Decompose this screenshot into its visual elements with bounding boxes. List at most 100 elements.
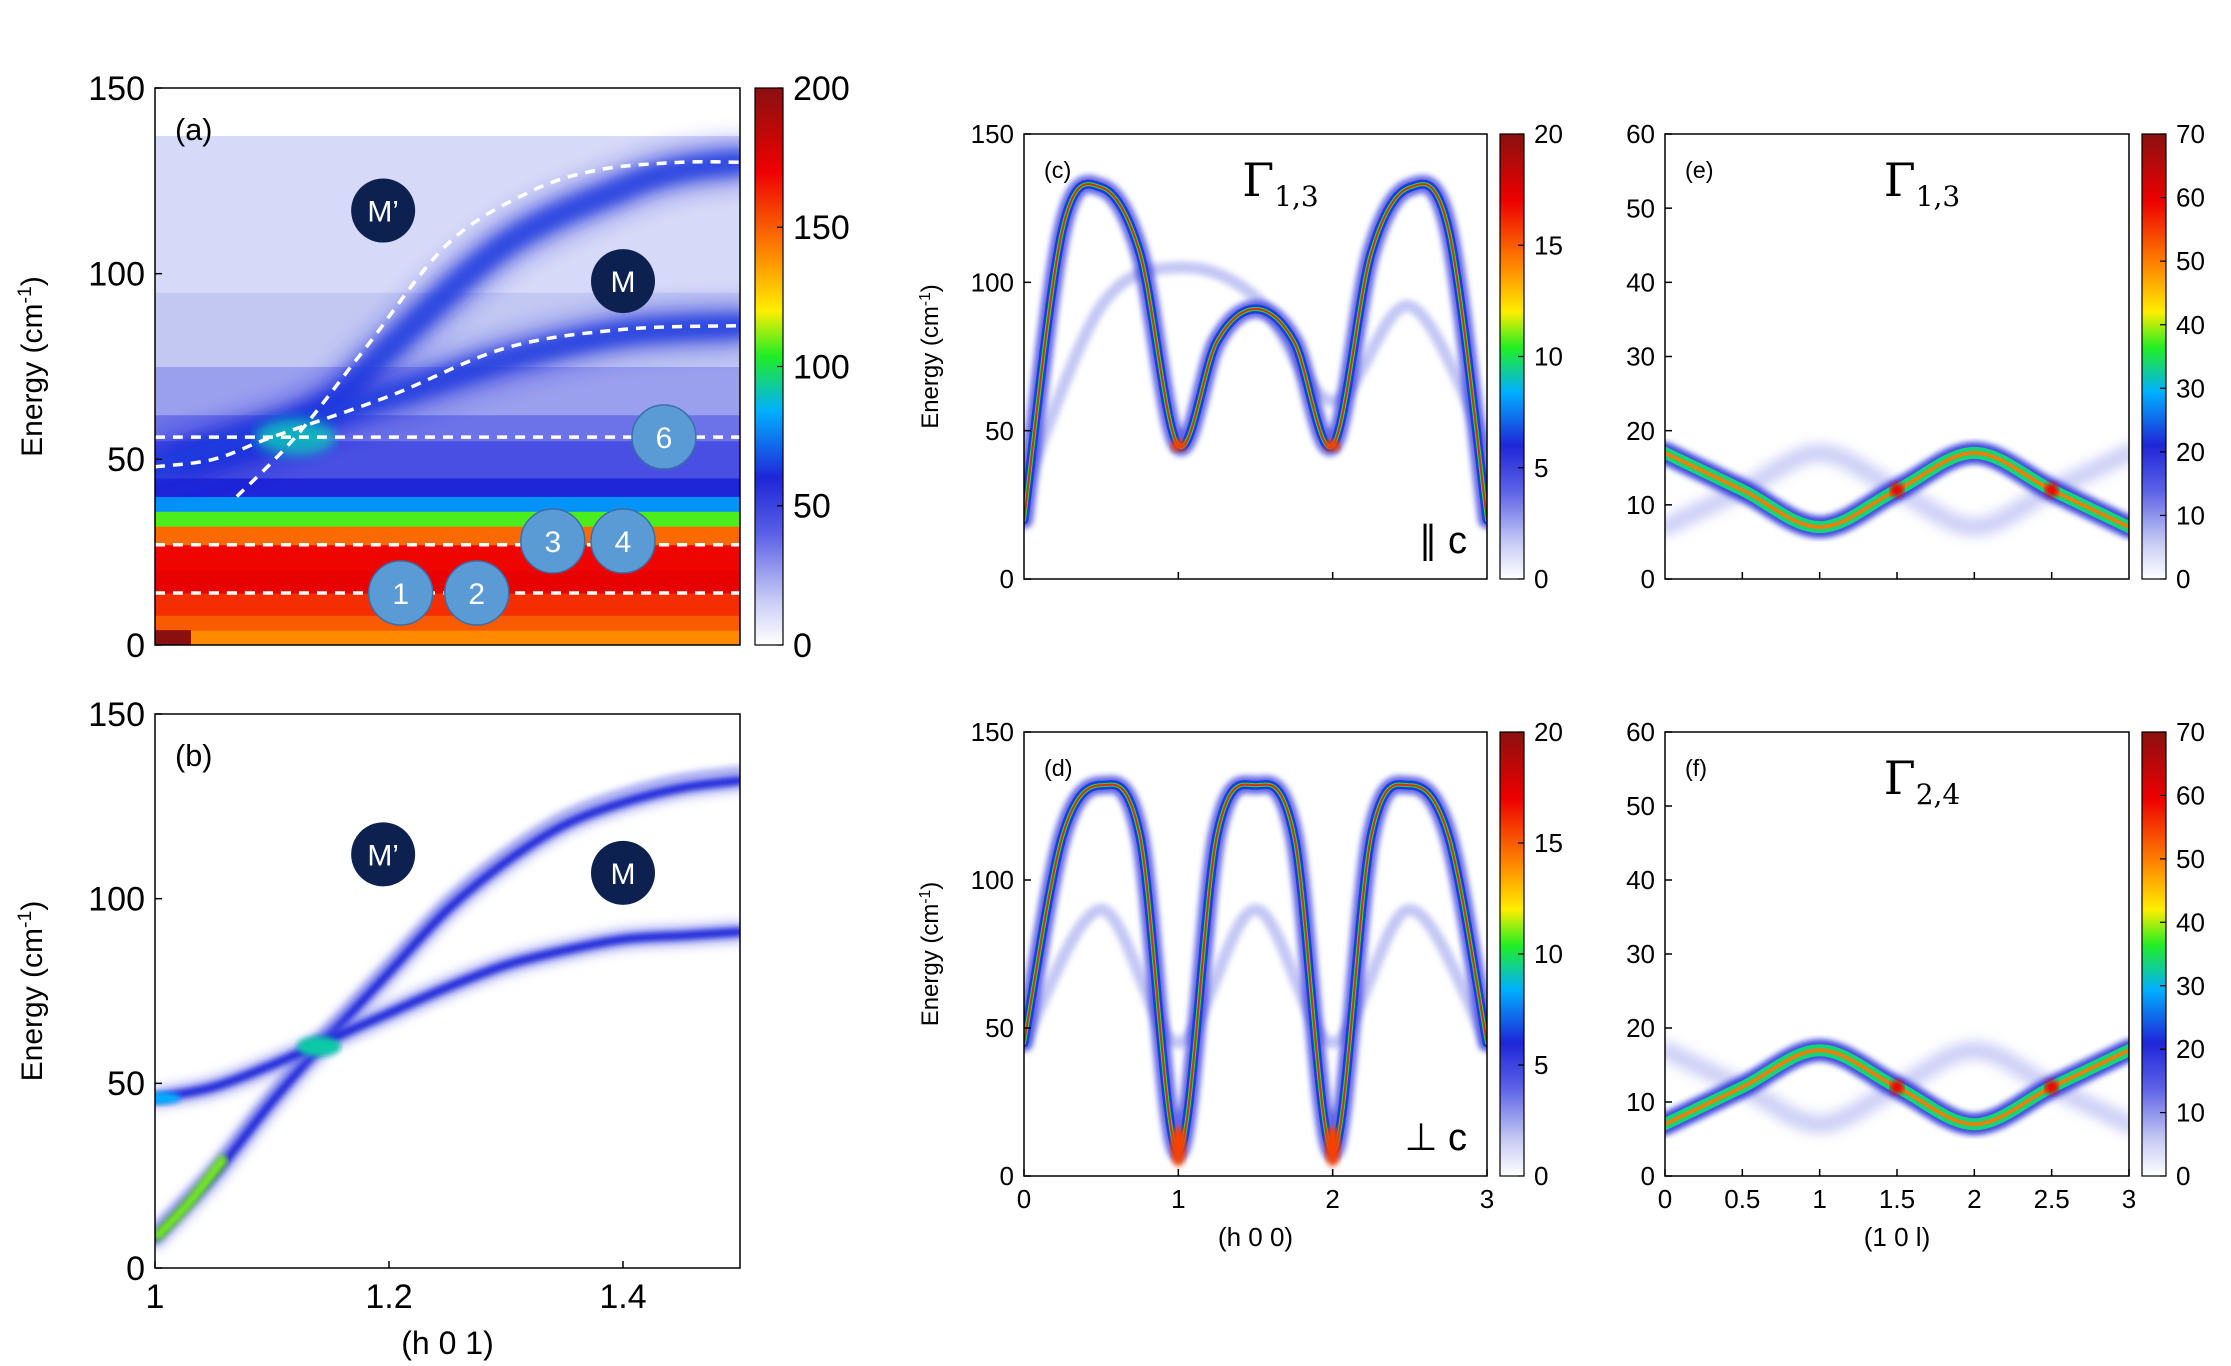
colorbar-tick-label: 70: [2176, 717, 2205, 747]
panel-c-frame: 0 50 100 150 (c) Energy (cm-1) Γ1,3 ∥ c 0 5 10 15 20: [917, 119, 1563, 594]
band-upper-layer: [155, 776, 740, 1243]
y-tick-label: 50: [107, 441, 145, 479]
marker-circle: [351, 178, 416, 243]
x-tick-label: 1.5: [1879, 1184, 1915, 1214]
plot-border: [1023, 133, 1488, 580]
colorbar-tick-label: 40: [2176, 310, 2205, 340]
marker-3: 3: [520, 508, 586, 574]
x-axis-label: (1 0 l): [1864, 1222, 1930, 1252]
marker-4: 4: [590, 508, 656, 574]
y-tick-label: 20: [1626, 1013, 1655, 1043]
y-tick-label: 40: [1626, 865, 1655, 895]
intensity-band: [155, 615, 740, 631]
y-tick-label: 30: [1626, 939, 1655, 969]
band-minimum-highlight: [1324, 439, 1341, 452]
colorbar-tick-label: 30: [2176, 971, 2205, 1001]
colorbar-tick-label: 20: [1534, 119, 1563, 149]
x-axis-label: (h 0 0): [1218, 1222, 1293, 1252]
colorbar: [2141, 731, 2167, 1177]
panel-label: (a): [175, 113, 212, 147]
polarization-label: ∥ c: [1418, 520, 1467, 562]
y-tick-label: 50: [985, 416, 1014, 446]
colorbar-tick-label: 10: [2176, 501, 2205, 531]
colorbar-tick-label: 20: [1534, 717, 1563, 747]
y-tick-label: 150: [971, 119, 1014, 149]
y-tick-label: 100: [88, 881, 145, 919]
band-upper-layer: [155, 772, 740, 1247]
x-tick-label: 3: [1480, 1184, 1494, 1214]
x-tick-label: 1.2: [365, 1278, 412, 1316]
crossing-highlight: [2044, 1080, 2059, 1095]
marker-circle: [591, 249, 655, 314]
y-axis-label: Energy (cm-1): [917, 882, 945, 1027]
y-tick-label: 50: [1626, 193, 1655, 223]
y-tick-label: 50: [985, 1013, 1014, 1043]
x-tick-label: 0: [1658, 1184, 1672, 1214]
x-tick-label: 2.5: [2034, 1184, 2070, 1214]
y-tick-label: 150: [88, 70, 145, 108]
band-minimum-highlight: [1170, 1126, 1187, 1167]
x-tick-label: 0: [1017, 1184, 1031, 1214]
colorbar-tick-label: 0: [1534, 564, 1548, 594]
band-edge-highlight: [155, 1092, 181, 1105]
x-tick-label: 2: [1325, 1184, 1339, 1214]
marker-label: M’: [367, 196, 399, 229]
colorbar-tick-label: 0: [1534, 1161, 1548, 1191]
panel-title: Γ2,4: [1884, 751, 1960, 811]
y-axis-label: Energy (cm-1): [14, 901, 49, 1082]
colorbar-tick-label: 150: [793, 209, 850, 247]
guide-dashed-line: [235, 159, 740, 498]
polarization-label: ⊥ c: [1404, 1117, 1467, 1159]
low-q-intensity: [155, 1154, 230, 1242]
y-tick-label: 0: [126, 1250, 145, 1288]
colorbar: [2141, 133, 2167, 580]
y-tick-label: 0: [1641, 1161, 1655, 1191]
marker-mprime: M’: [351, 822, 416, 887]
marker-1: 1: [367, 560, 434, 626]
colorbar-tick-label: 10: [2176, 1098, 2205, 1128]
x-tick-label: 2: [1967, 1184, 1981, 1214]
panel-label: (f): [1685, 755, 1707, 781]
main-band-layer: [1024, 782, 1487, 1155]
band-minimum-highlight: [1324, 1126, 1341, 1167]
marker-mprime: M’: [351, 178, 416, 243]
intensity-band: [155, 630, 740, 645]
colorbar-tick-label: 20: [2176, 1034, 2205, 1064]
plot-border: [154, 87, 741, 646]
y-tick-label: 0: [1000, 1161, 1014, 1191]
panel-label: (e): [1685, 157, 1714, 183]
marker-label: 3: [544, 526, 561, 559]
split-band-layer: [155, 765, 740, 1232]
panel-title: Γ1,3: [1884, 153, 1960, 213]
marker-label: M: [611, 266, 636, 299]
y-axis-label: Energy (cm-1): [917, 284, 945, 429]
colorbar-tick-label: 10: [1534, 342, 1563, 372]
plot-border: [154, 713, 741, 1269]
marker-M: M: [591, 840, 655, 905]
crossing-highlight: [255, 419, 336, 456]
colorbar-tick-label: 0: [2176, 1161, 2190, 1191]
panel-e-map: [1665, 228, 2129, 539]
x-tick-label: 3: [2122, 1184, 2136, 1214]
y-tick-label: 150: [971, 717, 1014, 747]
colorbar-tick-label: 100: [793, 348, 850, 386]
main-band-layer: [1024, 179, 1487, 525]
colorbar-tick-label: 0: [793, 627, 812, 665]
band-minimum-highlight: [1170, 439, 1187, 452]
colorbar-tick-label: 15: [1534, 230, 1563, 260]
marker-label: 4: [615, 526, 632, 559]
marker-M: M: [591, 249, 655, 314]
y-tick-label: 50: [1626, 791, 1655, 821]
marker-circle: [351, 822, 416, 887]
y-tick-label: 40: [1626, 267, 1655, 297]
y-axis-label: Energy (cm-1): [14, 276, 49, 457]
colorbar-tick-label: 50: [793, 488, 831, 526]
colorbar-tick-label: 30: [2176, 373, 2205, 403]
panel-label: (b): [175, 739, 212, 773]
colorbar-tick-label: 50: [2176, 844, 2205, 874]
marker-label: 6: [656, 422, 673, 455]
x-tick-label: 0.5: [1724, 1184, 1760, 1214]
panel-e-frame: 0 10 20 30 40 50 60 (e) Γ1,3 0 10 20 30 40 50 60 70: [1626, 119, 2205, 594]
marker-2: 2: [444, 560, 510, 626]
